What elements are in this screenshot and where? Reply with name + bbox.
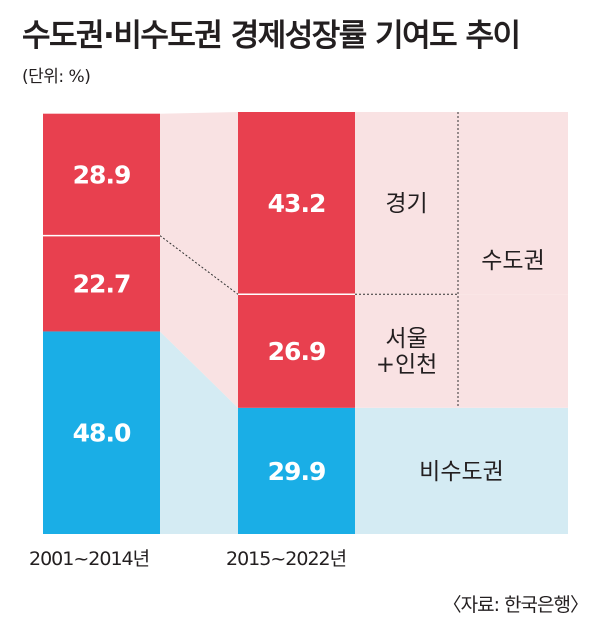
series-label: 서울 — [385, 326, 427, 352]
legend-band — [355, 407, 568, 534]
value-label: 26.9 — [268, 337, 326, 366]
value-labels: 48.0 22.7 28.9 29.9 26.9 43.2 — [73, 161, 327, 486]
series-label: +인천 — [376, 352, 438, 378]
connector-band — [160, 112, 238, 295]
bar-segment — [43, 113, 160, 236]
connector-band — [160, 331, 238, 534]
value-label: 22.7 — [73, 270, 131, 299]
divider-lines — [43, 112, 459, 408]
value-label: 48.0 — [73, 419, 131, 448]
x-axis-labels: 2001~2014년 2015~2022년 — [29, 548, 347, 570]
bar-segment — [43, 331, 160, 534]
bar-segment — [43, 235, 160, 332]
bars — [43, 112, 355, 534]
bar-segment — [238, 112, 355, 295]
bar-segment — [238, 294, 355, 408]
legend-band — [355, 294, 568, 408]
legend-band — [355, 112, 568, 295]
x-tick-label: 2015~2022년 — [226, 548, 346, 570]
series-label: 비수도권 — [419, 459, 504, 485]
connector-band — [160, 235, 238, 408]
value-label: 28.9 — [73, 161, 131, 190]
unit-label: (단위: %) — [22, 67, 91, 87]
chart-title: 수도권·비수도권 경제성장률 기여도 추이 — [22, 18, 521, 54]
source-note: 〈자료: 한국은행〉 — [442, 594, 589, 616]
series-label: 경기 — [385, 191, 427, 217]
connector-bands — [160, 112, 568, 534]
bar-segment — [238, 407, 355, 534]
x-tick-label: 2001~2014년 — [29, 548, 149, 570]
dashed-connector — [159, 235, 239, 295]
value-label: 29.9 — [268, 457, 326, 486]
group-label: 수도권 — [481, 248, 544, 274]
value-label: 43.2 — [268, 189, 326, 218]
